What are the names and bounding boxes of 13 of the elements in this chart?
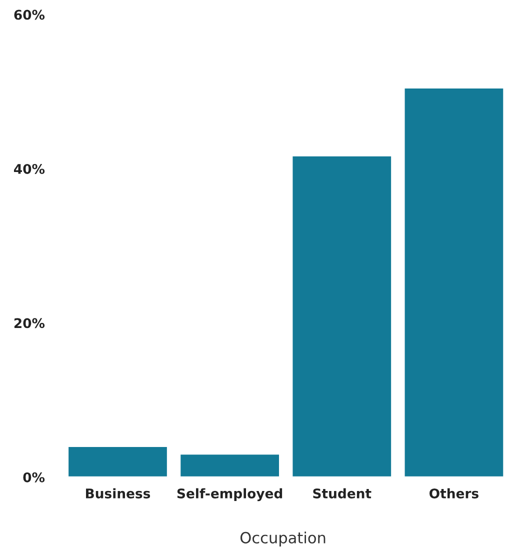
x-tick-label: Others <box>430 488 478 498</box>
x-tick-label: Student <box>313 488 372 498</box>
x-tick-label: Self-employed <box>177 488 282 502</box>
y-tick-label: 20% <box>14 318 45 328</box>
y-tick-label: 40% <box>14 164 45 174</box>
bar <box>403 87 505 478</box>
y-tick-label: 60% <box>14 10 45 20</box>
x-tick-label: Business <box>86 488 150 498</box>
bar <box>67 446 168 478</box>
bar <box>291 154 392 478</box>
y-tick-label: 0% <box>23 472 45 482</box>
x-axis-title: Occupation <box>240 532 326 546</box>
bar <box>179 453 280 478</box>
